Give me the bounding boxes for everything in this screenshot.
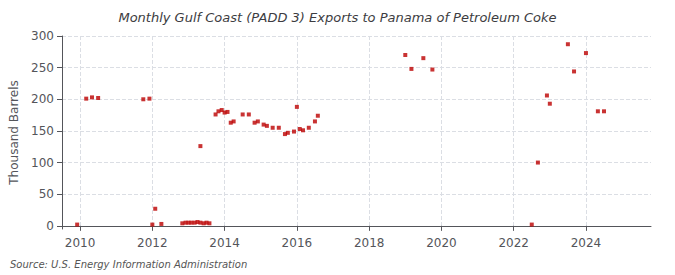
svg-text:0: 0	[46, 219, 54, 233]
svg-text:2024: 2024	[571, 236, 602, 250]
svg-text:250: 250	[31, 61, 54, 75]
svg-text:2018: 2018	[354, 236, 385, 250]
svg-text:50: 50	[39, 187, 54, 201]
svg-text:100: 100	[31, 156, 54, 170]
svg-text:300: 300	[31, 29, 54, 43]
svg-text:200: 200	[31, 92, 54, 106]
svg-text:2012: 2012	[137, 236, 168, 250]
svg-text:2022: 2022	[498, 236, 529, 250]
svg-text:2010: 2010	[65, 236, 96, 250]
svg-text:2016: 2016	[282, 236, 313, 250]
svg-text:Thousand Barrels: Thousand Barrels	[7, 80, 21, 185]
svg-text:Monthly Gulf Coast (PADD 3) Ex: Monthly Gulf Coast (PADD 3) Exports to P…	[118, 10, 556, 25]
svg-text:2014: 2014	[209, 236, 240, 250]
svg-text:150: 150	[31, 124, 54, 138]
svg-text:Source: U.S. Energy Informatio: Source: U.S. Energy Information Administ…	[10, 259, 247, 270]
svg-text:2020: 2020	[426, 236, 457, 250]
